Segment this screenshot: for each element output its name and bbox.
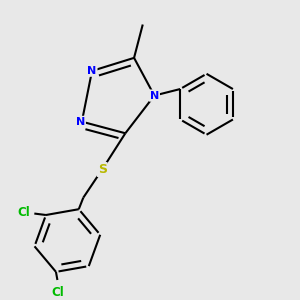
Text: S: S (98, 163, 107, 176)
Text: Cl: Cl (18, 206, 31, 219)
Text: N: N (150, 91, 159, 100)
Text: N: N (87, 66, 97, 76)
Text: Cl: Cl (51, 286, 64, 299)
Text: N: N (76, 117, 85, 127)
Text: N: N (150, 91, 159, 100)
